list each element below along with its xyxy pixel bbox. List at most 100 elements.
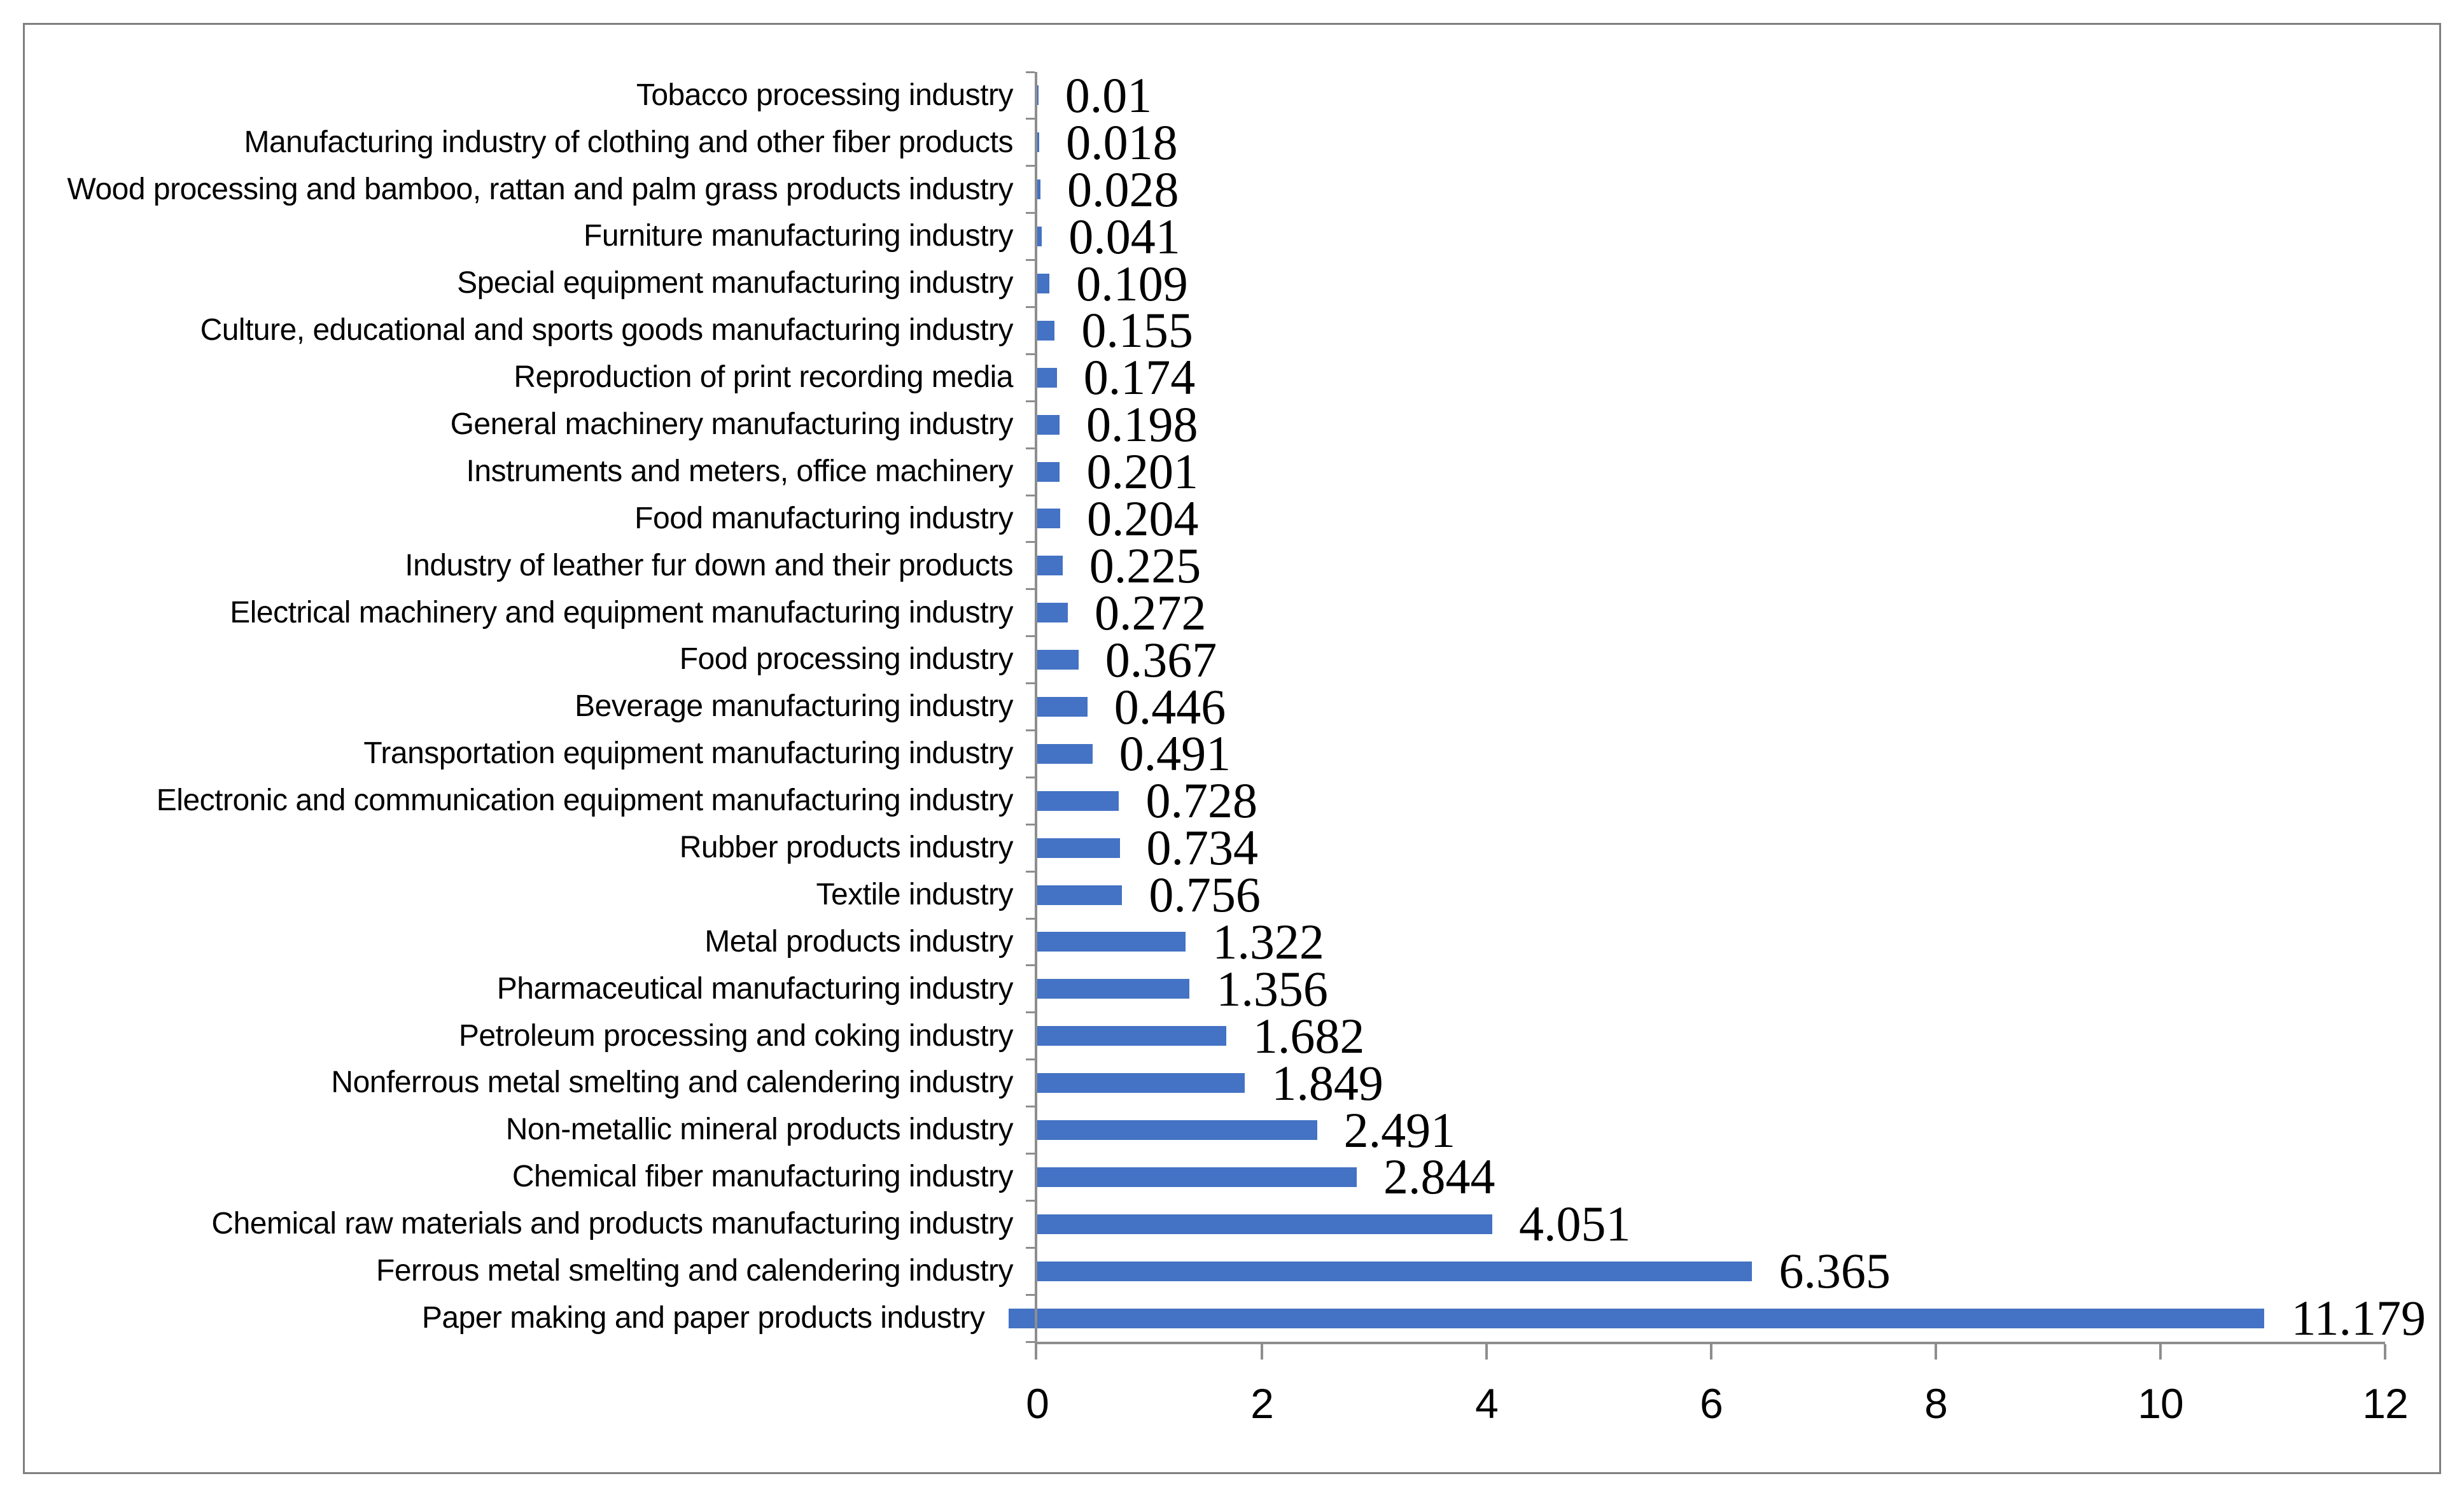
bar-cell: 1.356 (1037, 960, 2385, 1016)
category-label: Culture, educational and sports goods ma… (200, 313, 1014, 348)
bar (1037, 1120, 1317, 1141)
bar-cell: 0.155 (1037, 302, 2385, 358)
value-label: 6.365 (1779, 1243, 1891, 1299)
y-axis-tick (1026, 447, 1035, 449)
category-label: Beverage manufacturing industry (575, 689, 1013, 724)
bar-cell: 0.491 (1037, 726, 2385, 782)
bar (1037, 791, 1119, 811)
bar (1037, 1214, 1492, 1234)
category-label: Manufacturing industry of clothing and o… (244, 125, 1013, 159)
value-label: 0.204 (1087, 490, 1199, 546)
y-axis-tick (1026, 823, 1035, 826)
bar (1037, 1261, 1753, 1281)
bar-cell: 2.491 (1037, 1102, 2385, 1158)
bar-cell: 1.849 (1037, 1058, 2385, 1107)
y-axis-tick (1026, 541, 1035, 544)
category-label: Textile industry (816, 877, 1014, 911)
y-axis-tick (1026, 118, 1035, 120)
category-label: Industry of leather fur down and their p… (405, 548, 1013, 582)
x-axis-tick (2384, 1344, 2386, 1360)
y-axis-line (1035, 72, 1037, 1344)
y-axis-tick (1026, 212, 1035, 214)
x-axis-tick (1485, 1344, 1488, 1360)
chart-row: Transportation equipment manufacturing i… (25, 726, 2385, 782)
bar-cell: 0.109 (1037, 258, 2385, 308)
chart-row: Food processing industry 0.367 (25, 631, 2385, 687)
value-label: 11.179 (2291, 1290, 2426, 1346)
chart-row: Rubber products industry 0.734 (25, 823, 2385, 873)
x-axis-tick-label: 10 (2138, 1380, 2183, 1427)
category-label: Tobacco processing industry (636, 78, 1014, 112)
chart-row: Non-metallic mineral products industry 2.… (25, 1102, 2385, 1158)
y-axis-tick (1026, 917, 1035, 920)
value-label: 0.272 (1095, 584, 1207, 640)
value-label: 0.728 (1145, 773, 1257, 829)
y-axis-tick (1026, 588, 1035, 591)
bar-cell: 4.051 (1037, 1196, 2385, 1252)
y-axis-tick (1026, 1340, 1035, 1343)
y-axis-tick (1026, 1058, 1035, 1061)
bar (1037, 932, 1186, 952)
bar-cell: 0.728 (1037, 773, 2385, 829)
bar (1037, 414, 1060, 435)
y-axis-tick (1026, 353, 1035, 355)
value-label: 0.367 (1105, 631, 1217, 687)
y-axis-tick (1026, 400, 1035, 402)
y-axis-tick (1026, 494, 1035, 496)
category-label: Pharmaceutical manufacturing industry (496, 971, 1014, 1006)
category-label: Chemical fiber manufacturing industry (512, 1160, 1014, 1194)
value-label: 4.051 (1519, 1196, 1631, 1252)
bar-cell: 0.174 (1037, 349, 2385, 405)
value-label: 0.756 (1149, 867, 1261, 923)
chart-row: Textile industry 0.756 (25, 867, 2385, 923)
category-label: Electronic and communication equipment m… (156, 784, 1014, 818)
chart-row: Metal products industry 1.322 (25, 917, 2385, 966)
y-axis-tick (1026, 1246, 1035, 1249)
bar (1037, 556, 1063, 576)
chart-row: Furniture manufacturing industry 0.041 (25, 208, 2385, 264)
bar (1037, 509, 1060, 529)
y-axis-tick (1026, 165, 1035, 167)
bar (1037, 650, 1079, 670)
y-axis-tick (1026, 71, 1035, 73)
value-label: 0.041 (1068, 208, 1180, 264)
y-axis-tick (1026, 776, 1035, 778)
chart-row: Special equipment manufacturing industry… (25, 258, 2385, 308)
category-label: Ferrous metal smelting and calendering i… (376, 1254, 1014, 1288)
category-label: Metal products industry (704, 924, 1013, 959)
category-label: Electrical machinery and equipment manuf… (230, 595, 1013, 629)
bar (1037, 1026, 1226, 1046)
category-label: Wood processing and bamboo, rattan and p… (67, 172, 1014, 206)
bar (1037, 603, 1068, 623)
value-label: 0.174 (1083, 349, 1196, 405)
bar-cell: 6.365 (1037, 1243, 2385, 1299)
x-axis-tick-label: 0 (1026, 1380, 1049, 1427)
y-axis-tick (1026, 964, 1035, 967)
x-axis-tick (1710, 1344, 1712, 1360)
bar (1037, 85, 1039, 106)
bar-cell: 0.201 (1037, 447, 2385, 496)
value-label: 0.446 (1114, 678, 1226, 734)
y-axis-tick (1026, 1152, 1035, 1155)
bar-cell: 0.272 (1037, 584, 2385, 640)
x-axis-tick (1035, 1344, 1037, 1360)
x-axis-tick (1261, 1344, 1263, 1360)
bar-cell: 0.225 (1037, 540, 2385, 590)
y-axis-tick (1026, 1199, 1035, 1202)
value-label: 2.491 (1343, 1102, 1456, 1158)
category-label: Special equipment manufacturing industry (457, 266, 1013, 300)
y-axis-tick (1026, 1011, 1035, 1014)
chart-row: Culture, educational and sports goods ma… (25, 302, 2385, 358)
x-axis-tick-label: 8 (1924, 1380, 1948, 1427)
bar-cell: 0.041 (1037, 208, 2385, 264)
chart-row: Instruments and meters, office machinery… (25, 447, 2385, 496)
y-axis-tick (1026, 1106, 1035, 1108)
y-axis-tick (1026, 1293, 1035, 1296)
chart-row: Chemical raw materials and products manu… (25, 1196, 2385, 1252)
value-label: 0.491 (1119, 726, 1231, 782)
value-label: 0.155 (1081, 302, 1193, 358)
value-label: 1.356 (1216, 960, 1328, 1016)
chart-row: Paper making and paper products industry… (25, 1293, 2426, 1343)
bar-cell: 0.204 (1037, 490, 2385, 546)
